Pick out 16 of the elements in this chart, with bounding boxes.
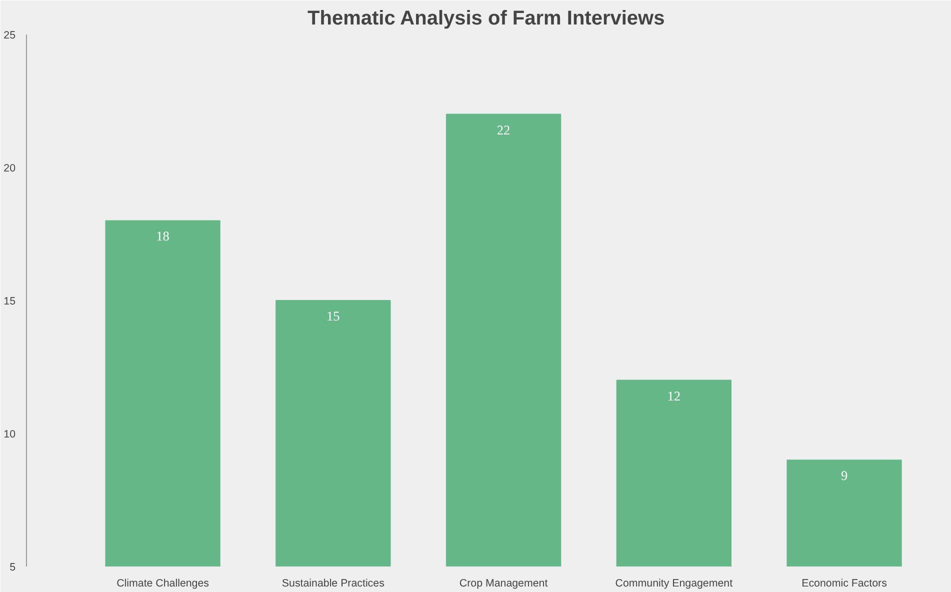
data-label: 15	[326, 308, 340, 324]
data-label: 18	[156, 228, 170, 244]
y-tick-label: 20	[4, 162, 16, 174]
data-label: 12	[667, 388, 681, 404]
chart-title: Thematic Analysis of Farm Interviews	[308, 8, 665, 30]
x-tick-label: Sustainable Practices	[282, 578, 384, 590]
x-tick-label: Community Engagement	[615, 578, 733, 590]
x-tick-label: Economic Factors	[802, 578, 887, 590]
y-tick-label: 10	[4, 428, 16, 440]
data-label: 22	[496, 122, 510, 138]
y-tick-label: 5	[10, 562, 16, 574]
x-tick-label: Crop Management	[459, 578, 548, 590]
y-tick-label: 15	[4, 296, 16, 308]
y-tick-label: 25	[4, 30, 16, 42]
data-label: 9	[840, 468, 848, 484]
x-tick-label: Climate Challenges	[116, 578, 210, 590]
